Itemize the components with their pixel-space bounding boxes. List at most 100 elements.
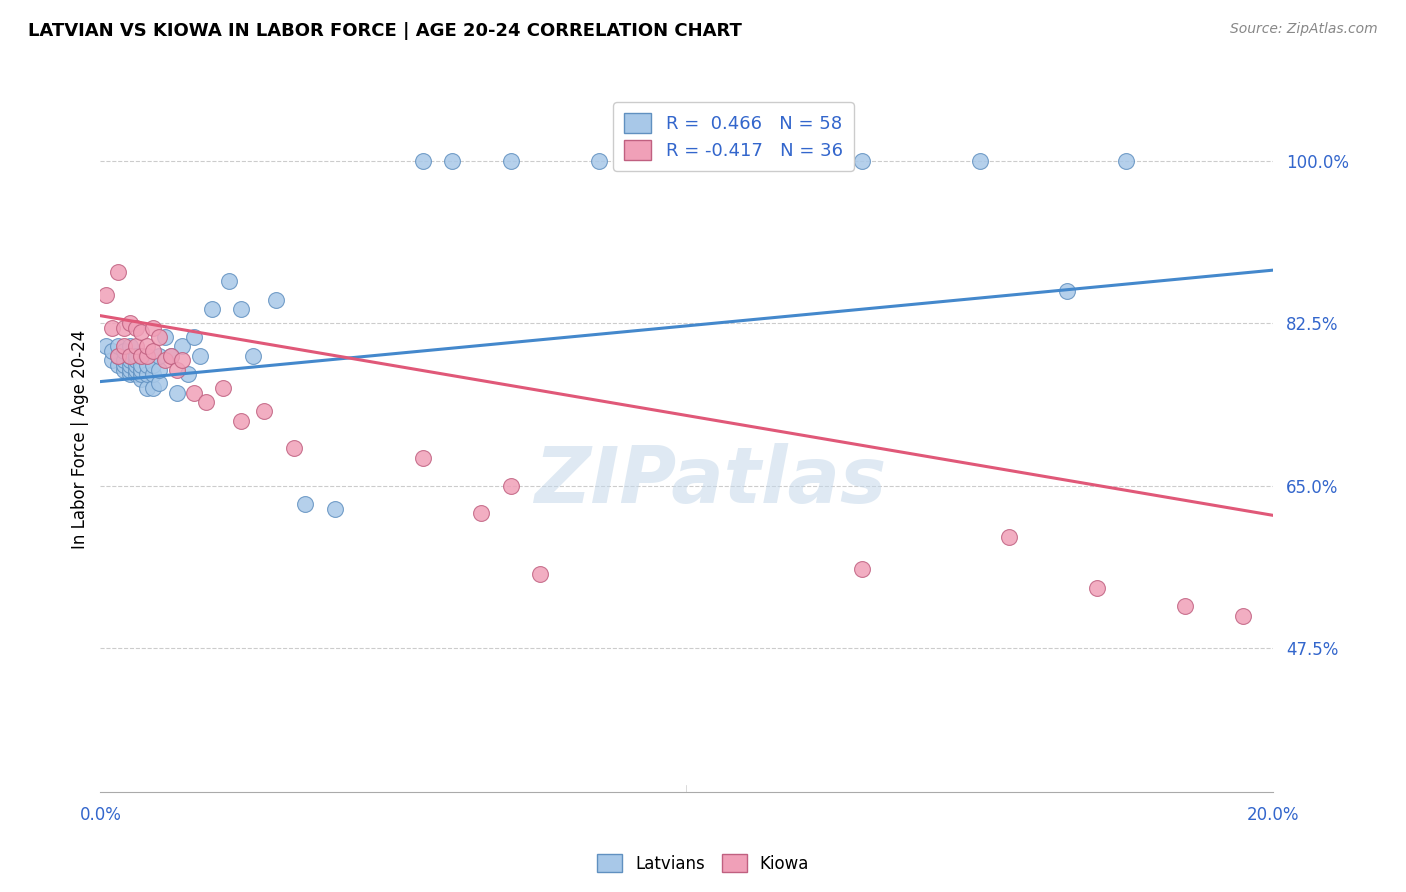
Point [734,153,756,168]
Point [112,343,135,358]
Point [166,362,188,376]
Point [124,358,146,372]
Point [136,367,159,381]
Point [118,349,141,363]
Point [118,339,141,353]
Point [142,320,165,334]
Text: ZIPatlas: ZIPatlas [534,443,886,519]
Point [183,385,205,400]
Text: 20.0%: 20.0% [1246,805,1299,824]
Legend: Latvians, Kiowa: Latvians, Kiowa [591,847,815,880]
Point [112,362,135,376]
Point [136,381,159,395]
Point [470,507,492,521]
Point [142,343,165,358]
Point [131,358,153,372]
Point [107,349,129,363]
Legend: R =  0.466   N = 58, R = -0.417   N = 36: R = 0.466 N = 58, R = -0.417 N = 36 [613,103,853,171]
Point [107,349,129,363]
Point [124,353,146,368]
Point [201,302,224,317]
Point [969,153,991,168]
Point [124,362,146,376]
Point [323,501,346,516]
Point [218,274,240,288]
Point [172,353,194,368]
Point [118,316,141,330]
Point [118,362,141,376]
Point [1085,581,1108,595]
Point [412,450,434,465]
Point [172,339,194,353]
Point [131,326,153,340]
Point [118,358,141,372]
Point [136,349,159,363]
Point [441,153,464,168]
Point [124,339,146,353]
Point [159,349,181,363]
Point [1056,284,1078,298]
Point [112,320,135,334]
Point [153,330,176,344]
Point [131,372,153,386]
Point [1232,608,1254,623]
Text: Source: ZipAtlas.com: Source: ZipAtlas.com [1230,22,1378,37]
Point [253,404,276,418]
Point [101,353,124,368]
Point [124,367,146,381]
Point [118,367,141,381]
Point [242,349,264,363]
Point [107,358,129,372]
Point [529,566,551,581]
Point [142,367,165,381]
Point [142,381,165,395]
Point [124,349,146,363]
Point [96,288,118,302]
Point [183,330,205,344]
Point [1115,153,1137,168]
Point [101,320,124,334]
Point [107,339,129,353]
Point [283,442,305,456]
Point [294,497,316,511]
Point [499,153,522,168]
Point [159,349,181,363]
Point [166,385,188,400]
Point [112,339,135,353]
Point [148,376,170,391]
Point [112,358,135,372]
Point [131,349,153,363]
Point [118,353,141,368]
Point [1174,599,1197,614]
Point [177,367,200,381]
Text: 0.0%: 0.0% [79,805,121,824]
Point [124,320,146,334]
Point [107,265,129,279]
Point [212,381,235,395]
Point [101,343,124,358]
Point [499,478,522,492]
Point [142,358,165,372]
Point [851,562,873,576]
Point [588,153,610,168]
Point [264,293,287,307]
Point [148,330,170,344]
Point [148,362,170,376]
Y-axis label: In Labor Force | Age 20-24: In Labor Force | Age 20-24 [72,329,89,549]
Point [131,362,153,376]
Text: LATVIAN VS KIOWA IN LABOR FORCE | AGE 20-24 CORRELATION CHART: LATVIAN VS KIOWA IN LABOR FORCE | AGE 20… [28,22,742,40]
Point [188,349,211,363]
Point [851,153,873,168]
Point [998,530,1021,544]
Point [131,349,153,363]
Point [194,395,217,409]
Point [136,358,159,372]
Point [96,339,118,353]
Point [412,153,434,168]
Point [148,349,170,363]
Point [131,367,153,381]
Point [112,353,135,368]
Point [229,413,252,427]
Point [118,349,141,363]
Point [136,339,159,353]
